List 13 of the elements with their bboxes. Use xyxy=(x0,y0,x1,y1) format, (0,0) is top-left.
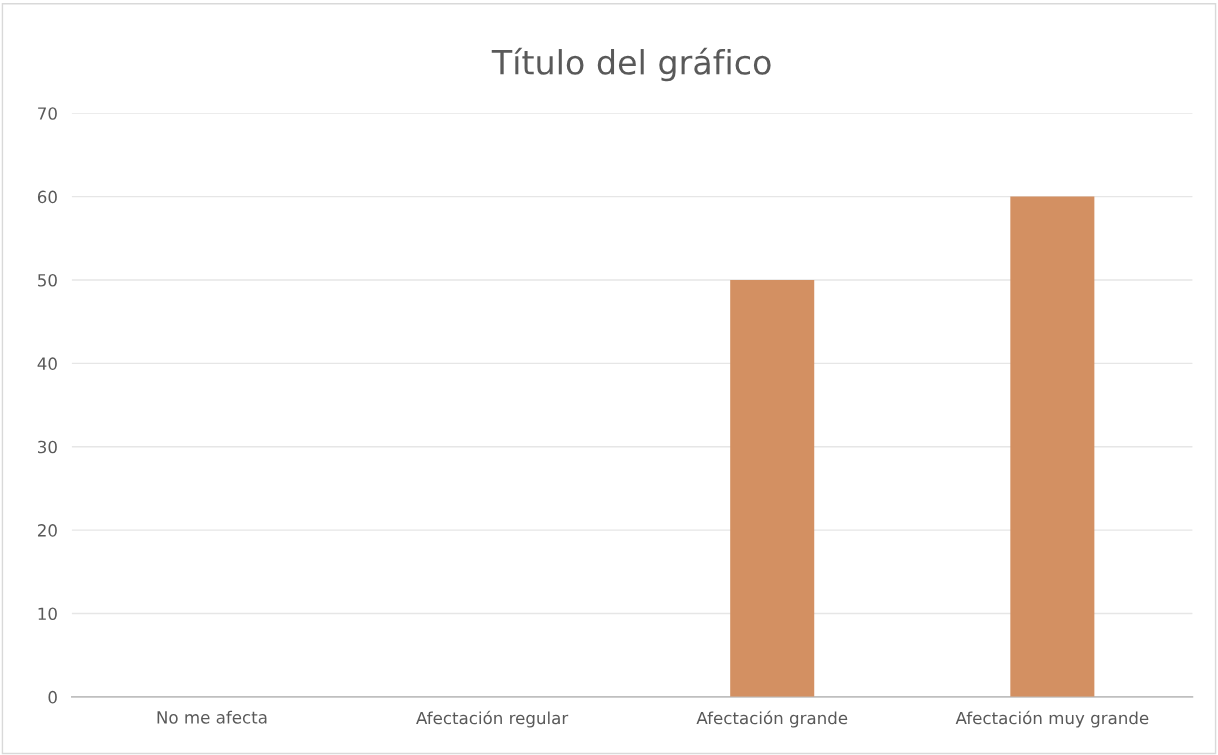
x-tick-label: No me afecta xyxy=(157,710,267,724)
chart-title: Título del gráfico xyxy=(491,47,771,82)
x-tick-label: Afectación grande xyxy=(696,710,848,728)
y-tick-label: 40 xyxy=(37,357,57,370)
y-tick-label: 10 xyxy=(38,607,57,621)
y-tick-label: 20 xyxy=(37,524,57,537)
y-tick-label: 30 xyxy=(38,440,57,454)
y-tick-label: 70 xyxy=(38,107,57,120)
y-tick-label: 50 xyxy=(38,273,57,287)
x-tick-label: Afectación regular xyxy=(416,710,569,728)
y-tick-label: 60 xyxy=(37,190,57,204)
y-tick-label: 0 xyxy=(48,690,57,704)
x-tick-label: Afectación muy grande xyxy=(955,710,1149,728)
